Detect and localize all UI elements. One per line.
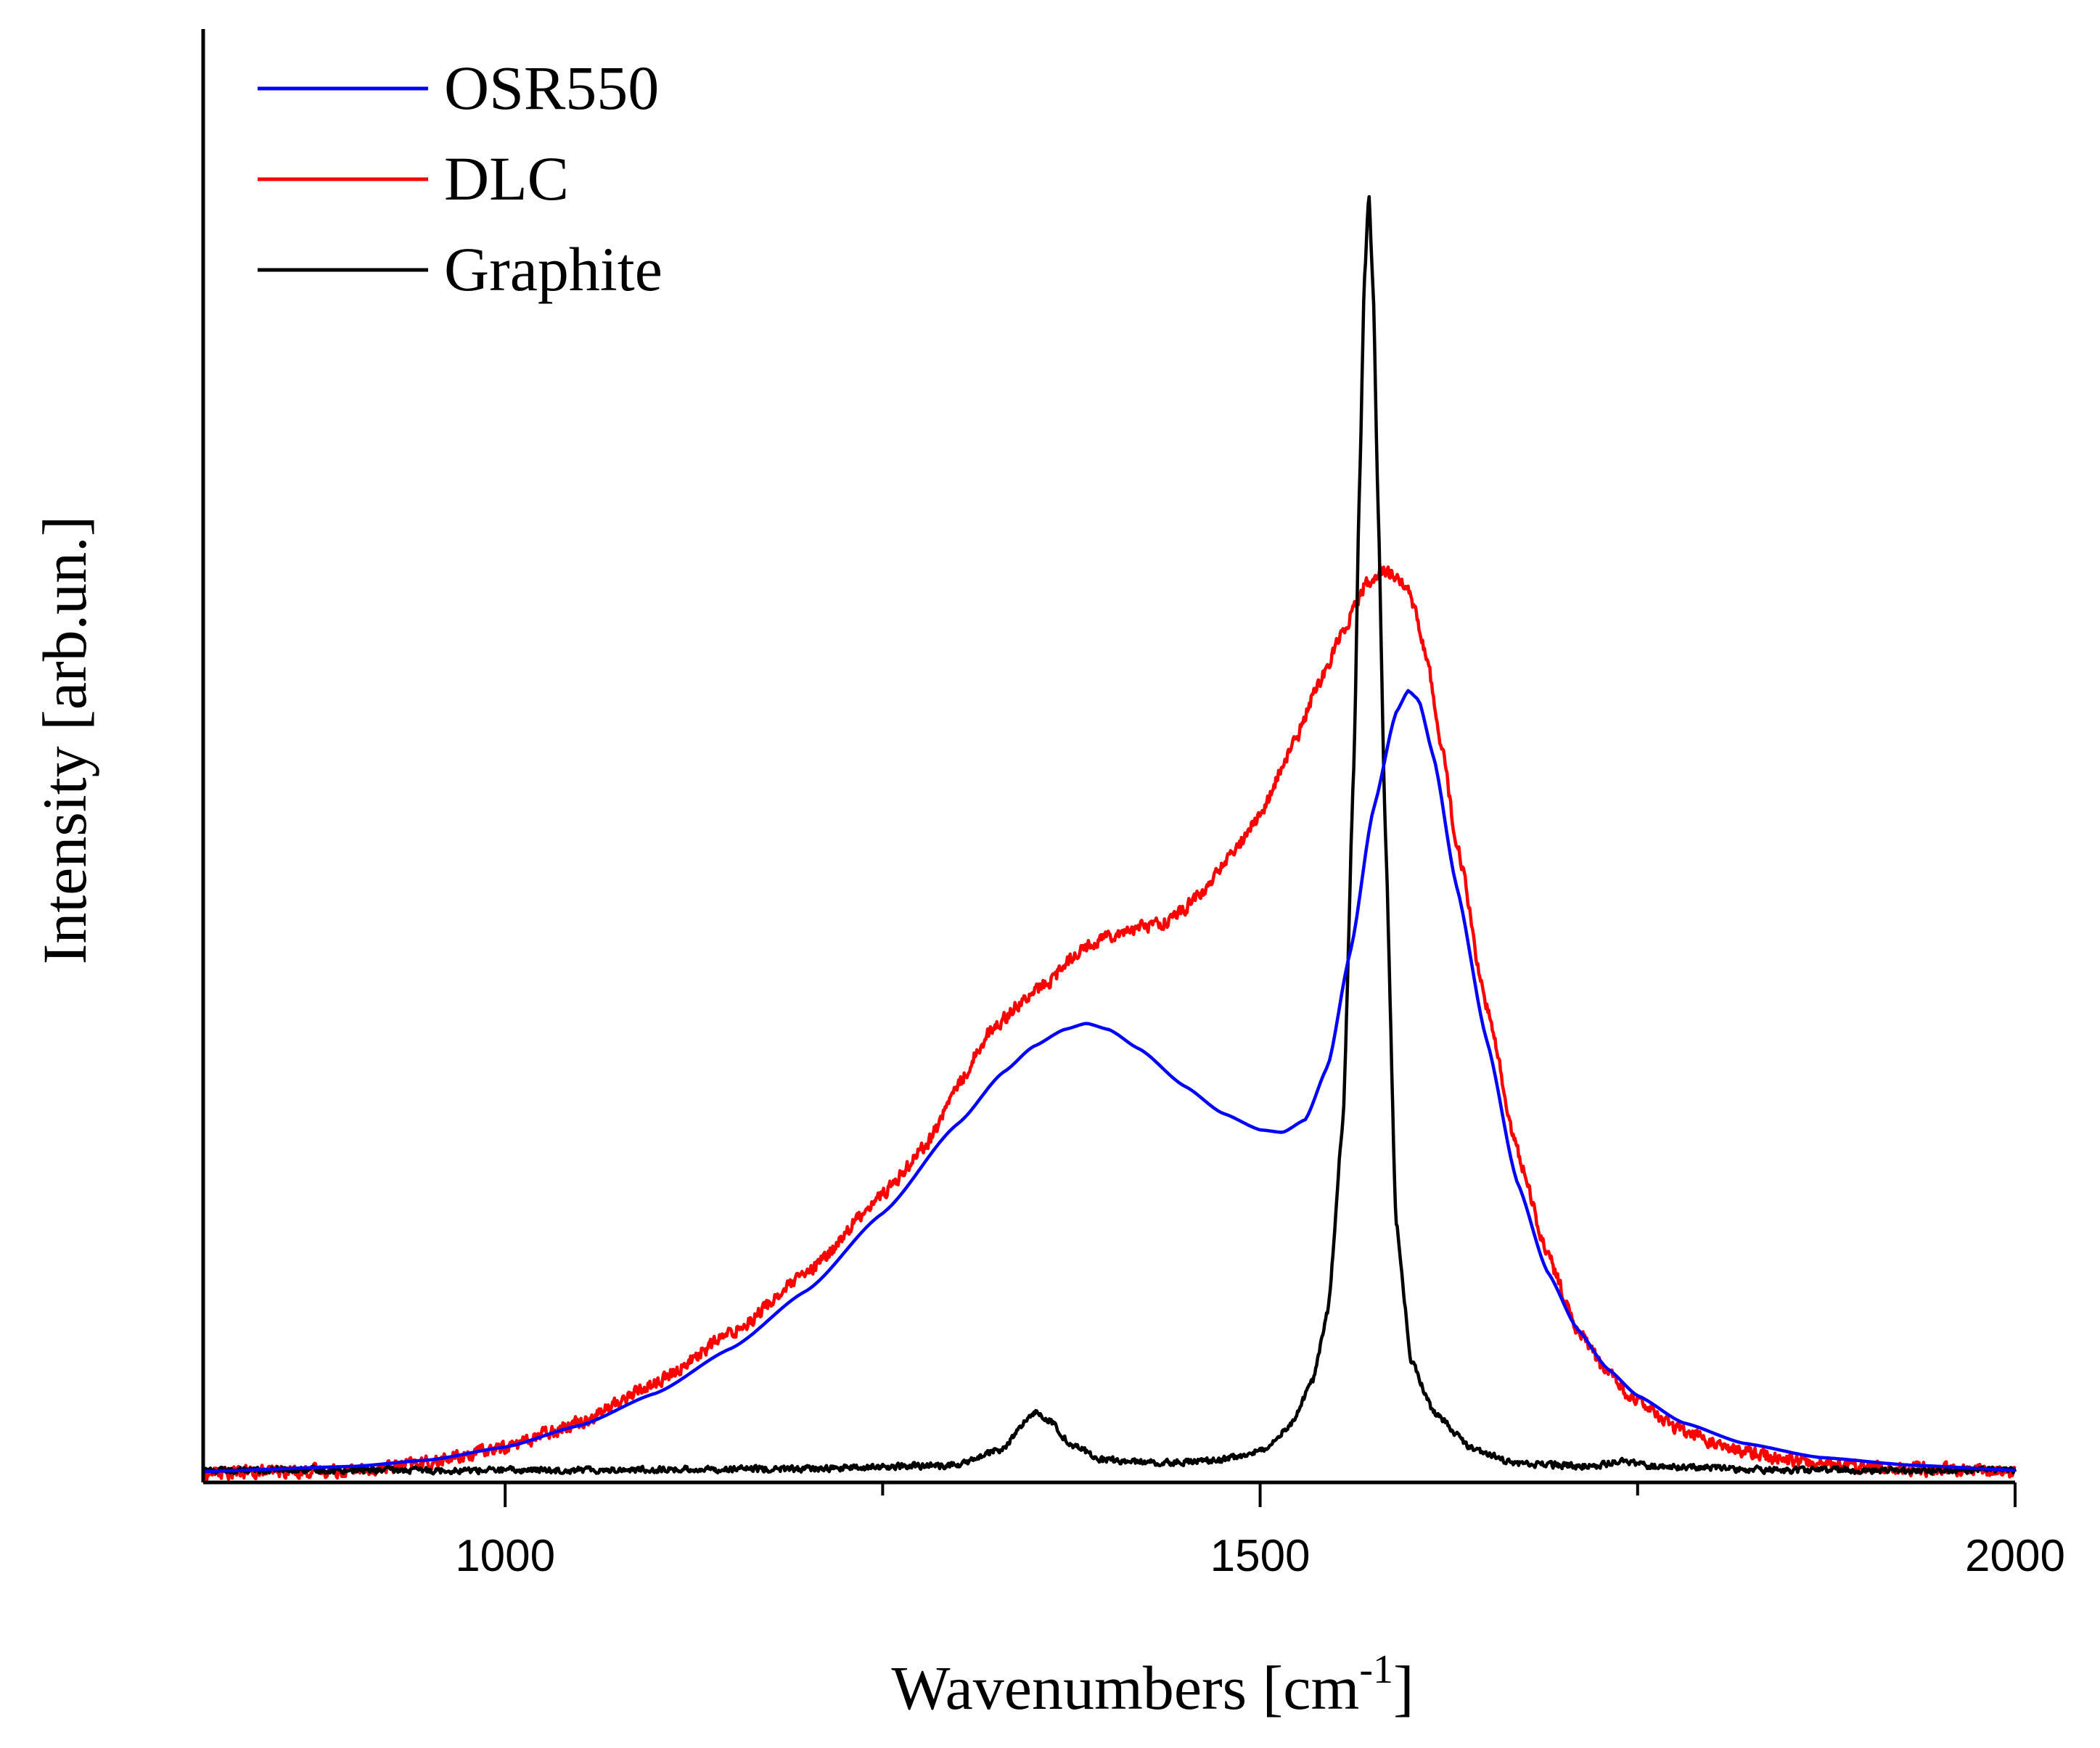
series-line-graphite	[202, 194, 2017, 1476]
series-layer	[201, 194, 2017, 1482]
x-tick-label: 1000	[455, 1531, 555, 1581]
legend: OSR550 DLC Graphite	[258, 53, 663, 304]
series-line-dlc	[201, 564, 2017, 1482]
x-axis-title: Wavenumbers [cm-1]	[891, 1647, 1414, 1723]
series-line-osr550	[202, 689, 2016, 1474]
legend-label-osr550: OSR550	[444, 53, 659, 123]
x-axis-title-superscript: -1	[1359, 1647, 1393, 1692]
x-tick-label: 1500	[1210, 1531, 1311, 1581]
legend-label-graphite: Graphite	[444, 234, 663, 304]
x-axis-title-main: Wavenumbers [cm	[891, 1653, 1359, 1723]
x-tick-label: 2000	[1965, 1531, 2065, 1581]
legend-label-dlc: DLC	[444, 144, 569, 213]
x-ticks: 1000 1500 2000	[455, 1482, 2065, 1581]
x-axis-title-end: ]	[1393, 1653, 1414, 1723]
y-axis-title: Intensity [arb.un.]	[30, 516, 99, 965]
